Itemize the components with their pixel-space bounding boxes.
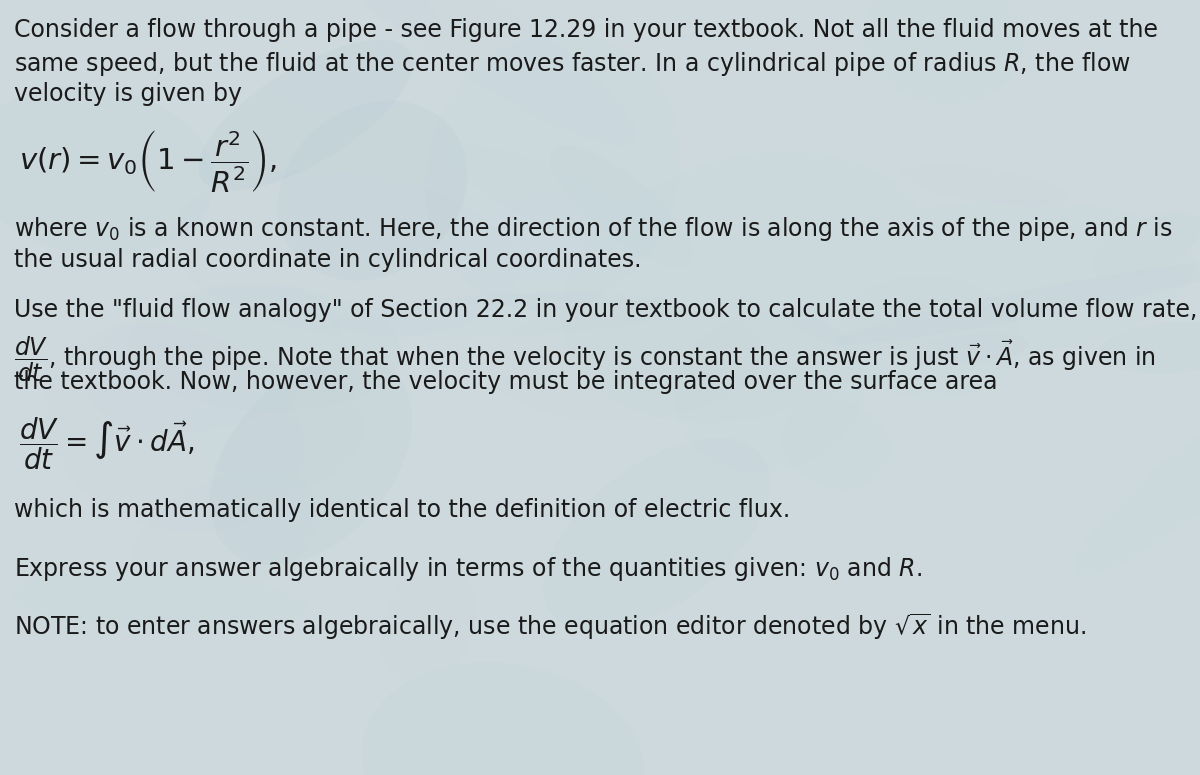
Text: $v(r) = v_0\left(1 - \dfrac{r^2}{R^2}\right),$: $v(r) = v_0\left(1 - \dfrac{r^2}{R^2}\ri… xyxy=(19,128,277,194)
Text: the textbook. Now, however, the velocity must be integrated over the surface are: the textbook. Now, however, the velocity… xyxy=(14,370,997,394)
Text: NOTE: to enter answers algebraically, use the equation editor denoted by $\sqrt{: NOTE: to enter answers algebraically, us… xyxy=(14,612,1086,642)
Ellipse shape xyxy=(778,200,1195,360)
Text: $\dfrac{dV}{dt}$, through the pipe. Note that when the velocity is constant the : $\dfrac{dV}{dt}$, through the pipe. Note… xyxy=(14,335,1156,384)
Text: the usual radial coordinate in cylindrical coordinates.: the usual radial coordinate in cylindric… xyxy=(14,248,642,272)
Ellipse shape xyxy=(11,571,307,632)
Ellipse shape xyxy=(470,192,611,283)
Text: Consider a flow through a pipe - see Figure 12.29 in your textbook. Not all the : Consider a flow through a pipe - see Fig… xyxy=(14,18,1158,42)
Ellipse shape xyxy=(196,361,362,490)
Ellipse shape xyxy=(0,86,215,255)
Ellipse shape xyxy=(886,378,1067,546)
Text: Use the "fluid flow analogy" of Section 22.2 in your textbook to calculate the t: Use the "fluid flow analogy" of Section … xyxy=(14,298,1198,322)
Ellipse shape xyxy=(673,309,864,472)
Text: which is mathematically identical to the definition of electric flux.: which is mathematically identical to the… xyxy=(14,498,791,522)
Ellipse shape xyxy=(367,0,442,38)
Text: velocity is given by: velocity is given by xyxy=(14,82,242,106)
Ellipse shape xyxy=(254,25,437,115)
Ellipse shape xyxy=(863,0,1024,104)
Text: where $v_0$ is a known constant. Here, the direction of the flow is along the ax: where $v_0$ is a known constant. Here, t… xyxy=(14,215,1172,243)
Ellipse shape xyxy=(198,40,413,191)
Ellipse shape xyxy=(277,101,468,281)
Ellipse shape xyxy=(41,323,304,532)
Ellipse shape xyxy=(210,356,412,565)
Text: Express your answer algebraically in terms of the quantities given: $v_0$ and $R: Express your answer algebraically in ter… xyxy=(14,555,922,583)
Text: same speed, but the fluid at the center moves faster. In a cylindrical pipe of r: same speed, but the fluid at the center … xyxy=(14,50,1130,78)
Ellipse shape xyxy=(332,292,688,337)
Text: $\dfrac{dV}{dt} = \int \vec{v} \cdot d\vec{A},$: $\dfrac{dV}{dt} = \int \vec{v} \cdot d\v… xyxy=(19,415,194,472)
Ellipse shape xyxy=(714,677,875,775)
Ellipse shape xyxy=(425,33,680,311)
